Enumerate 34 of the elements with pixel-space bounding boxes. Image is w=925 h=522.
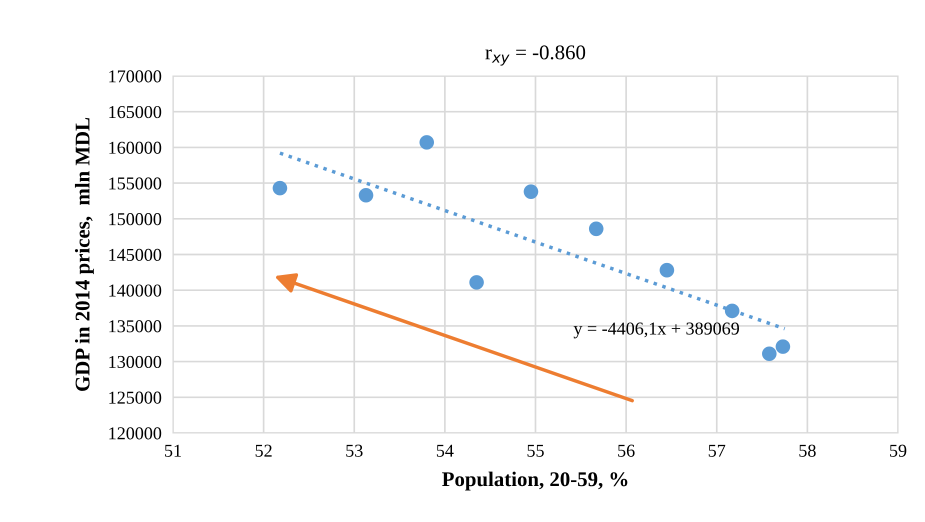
- chart-title: r$_{xy}$ = -0.860: [485, 45, 586, 66]
- point: [660, 262, 674, 278]
- y-axis-title: GDP in 2014 prices, mln MDL: [74, 118, 94, 391]
- point: [272, 180, 288, 196]
- y-tick-label: 160000: [109, 142, 162, 154]
- x-tick-label: 56: [618, 444, 635, 457]
- point: [524, 184, 538, 199]
- x-tick-label: 58: [799, 444, 816, 457]
- y-tick-label: 155000: [109, 177, 162, 190]
- y-tick-label: 150000: [109, 213, 162, 226]
- y-tick-label: 125000: [109, 392, 162, 404]
- point: [419, 135, 434, 150]
- x-tick-label: 51: [165, 444, 181, 457]
- x-axis-title: Population, 20-59, %: [442, 472, 628, 490]
- x-tick-label: 59: [890, 444, 906, 457]
- y-tick-label: 170000: [109, 70, 162, 82]
- point: [469, 275, 484, 290]
- x-tick-label: 52: [256, 444, 272, 457]
- point: [776, 339, 790, 354]
- y-tick-label: 120000: [109, 427, 162, 440]
- x-tick-label: 57: [708, 444, 726, 457]
- y-tick-label: 165000: [109, 106, 162, 118]
- point: [724, 304, 740, 318]
- x-tick-label: 53: [346, 444, 363, 457]
- x-tick-label: 55: [528, 444, 544, 457]
- point: [588, 222, 604, 236]
- y-tick-label: 130000: [109, 356, 162, 368]
- x-tick-label: 54: [436, 444, 454, 457]
- point: [358, 188, 374, 203]
- point: [762, 346, 777, 362]
- y-tick-label: 140000: [109, 284, 162, 297]
- y-tick-label: 145000: [109, 248, 162, 261]
- annotation: y = -4406,1x + 389069: [574, 322, 739, 338]
- y-tick-label: 135000: [109, 320, 162, 332]
